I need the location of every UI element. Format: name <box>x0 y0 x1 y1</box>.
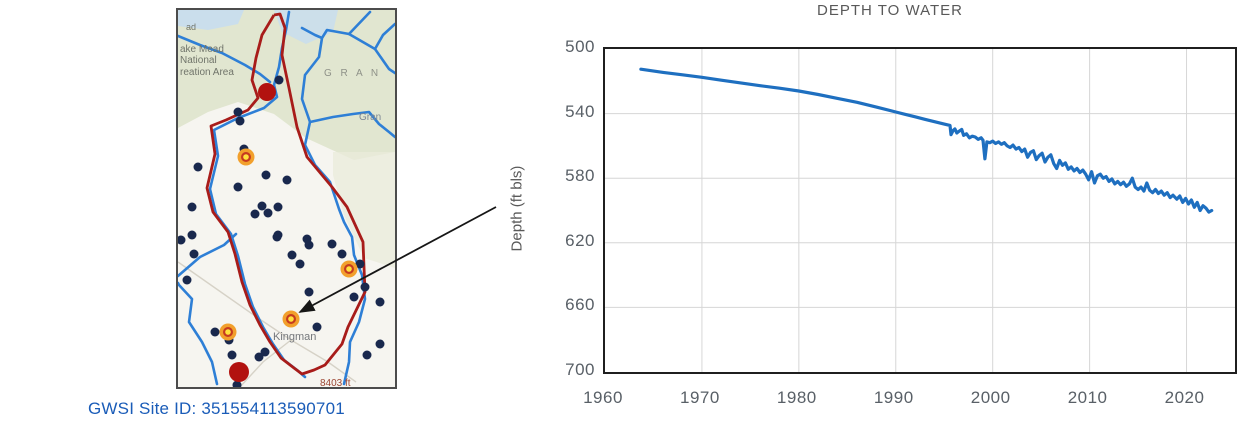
depth-series-line <box>639 67 1214 214</box>
lake-water-patch-center <box>274 10 338 44</box>
waterway-along-boundary <box>208 10 307 379</box>
well-dot <box>193 162 203 172</box>
x-tick-label: 1990 <box>873 388 914 407</box>
well-dot <box>182 275 192 285</box>
waterway-branch-top <box>373 22 395 51</box>
site-marker-core <box>346 266 352 272</box>
well-dot <box>282 175 292 185</box>
x-tick-label: 1960 <box>583 388 623 407</box>
well-dot <box>210 327 220 337</box>
map-label: reation Area <box>180 67 234 78</box>
site-marker-core <box>225 329 231 335</box>
well-dot <box>273 230 283 240</box>
y-axis-title-text: Depth (ft bls) <box>508 165 526 252</box>
y-tick-label: 540 <box>565 101 595 121</box>
chart-title: DEPTH TO WATER <box>817 2 963 19</box>
well-dot <box>257 201 267 211</box>
well-dot <box>375 339 385 349</box>
well-dot <box>360 282 370 292</box>
well-dot <box>274 75 284 85</box>
well-dot <box>337 249 347 259</box>
well-dot <box>327 239 337 249</box>
y-tick-label: 580 <box>565 166 595 186</box>
waterway-branch-east <box>308 110 395 139</box>
highlighted-well-dot <box>229 362 249 382</box>
waterway-lines <box>178 10 395 386</box>
y-axis-title: Depth (ft bls) <box>504 47 530 370</box>
y-tick-label: 500 <box>565 37 595 56</box>
well-dot <box>362 350 372 360</box>
well-dot <box>349 292 359 302</box>
x-tick-label: 2010 <box>1067 388 1108 407</box>
y-tick-label: 620 <box>565 230 595 250</box>
well-dot <box>375 297 385 307</box>
waterway-topleft <box>178 34 272 84</box>
basin-boundary-outline <box>205 12 367 376</box>
well-dot <box>254 352 264 362</box>
well-dot <box>227 350 237 360</box>
well-dot <box>304 287 314 297</box>
x-tick-label: 2020 <box>1164 388 1205 407</box>
basin-location-map: ad ake Mead National reation Area G R A N Gra… <box>176 8 397 389</box>
gwsi-site-id-caption: GWSI Site ID: 351554113590701 <box>88 399 345 418</box>
x-tick-label: 1980 <box>776 388 817 407</box>
x-tick-label: 2000 <box>970 388 1011 407</box>
well-dot <box>233 107 243 117</box>
road-line <box>178 261 357 383</box>
waterway-branch-ne <box>347 32 395 75</box>
map-label: 8403 ft <box>320 378 351 387</box>
y-tick-label: 700 <box>565 360 595 379</box>
map-label: G R A N <box>324 68 381 79</box>
well-dot <box>187 230 197 240</box>
terrain-recreation-area <box>178 10 395 160</box>
x-tick-label: 1970 <box>680 388 720 407</box>
well-dot <box>187 202 197 212</box>
road-line <box>239 339 292 387</box>
well-dot <box>178 235 186 245</box>
highlighted-well-dot <box>258 83 276 101</box>
well-dot <box>260 347 270 357</box>
well-dot <box>273 202 283 212</box>
waterway-sw-basin <box>178 281 219 386</box>
y-tick-label: 660 <box>565 295 595 315</box>
well-dot <box>235 116 245 126</box>
lake-water-patch-left <box>178 10 244 30</box>
plot-canvas <box>605 49 1235 372</box>
site-marker-core <box>288 316 294 322</box>
depth-to-water-plot-area <box>603 47 1237 374</box>
map-label: ake Mead <box>180 44 224 55</box>
map-label: Kingman <box>273 331 316 343</box>
well-dot <box>287 250 297 260</box>
well-dot <box>250 209 260 219</box>
well-dot <box>232 380 242 387</box>
well-dot <box>263 208 273 218</box>
well-dot <box>261 170 271 180</box>
map-label: National <box>180 55 217 66</box>
map-label: Gran <box>359 112 381 123</box>
well-dot <box>312 322 322 332</box>
map-label: ad <box>186 22 196 32</box>
well-dot <box>295 259 305 269</box>
well-dot <box>233 182 243 192</box>
well-dot <box>304 240 314 250</box>
well-dot <box>189 249 199 259</box>
site-marker-core <box>243 154 249 160</box>
